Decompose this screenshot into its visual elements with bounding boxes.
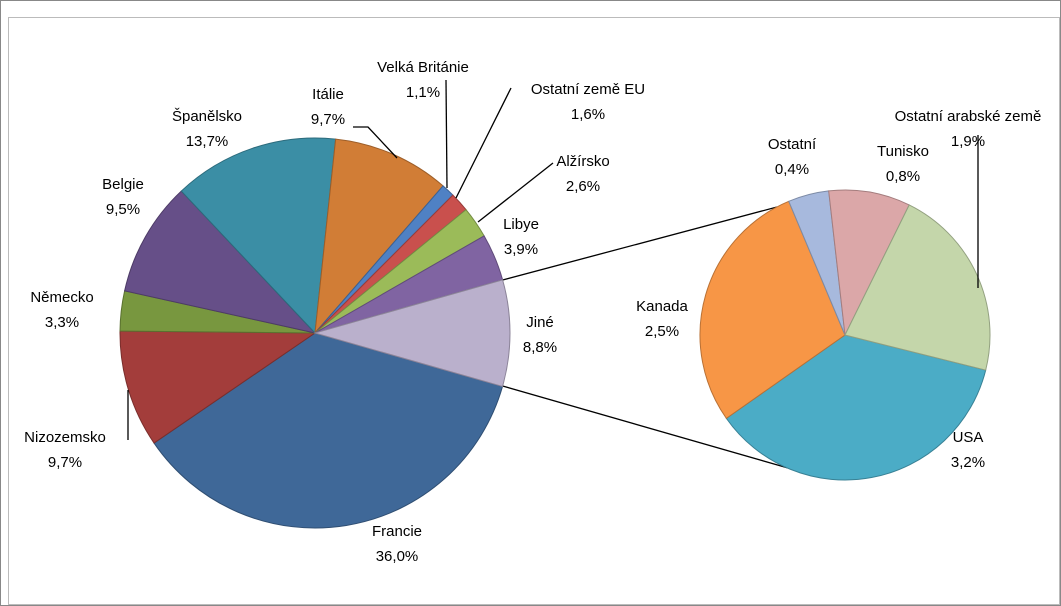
value-label: 3,3%	[45, 314, 79, 331]
leader-line	[477, 162, 554, 223]
category-label: USA	[953, 429, 984, 446]
value-label: 2,5%	[645, 323, 679, 340]
category-label: Ostatní	[768, 136, 817, 153]
leader-line	[353, 126, 398, 159]
pie-slice	[844, 204, 991, 371]
pie-slice	[725, 334, 987, 481]
value-label: 3,2%	[951, 454, 985, 471]
value-label: 36,0%	[376, 548, 419, 565]
value-label: 1,6%	[571, 106, 605, 123]
value-label: 9,5%	[106, 201, 140, 218]
value-label: 9,7%	[48, 454, 82, 471]
category-label: Alžírsko	[556, 153, 609, 170]
connector-line	[502, 385, 789, 469]
leader-line	[445, 79, 448, 189]
pie-slice	[699, 200, 846, 420]
category-label: Libye	[503, 216, 539, 233]
value-label: 0,8%	[886, 168, 920, 185]
pie-slice	[180, 137, 337, 335]
category-label: Německo	[30, 289, 93, 306]
value-label: 9,7%	[311, 111, 345, 128]
category-label: Tunisko	[877, 143, 929, 160]
category-label: Velká Británie	[377, 59, 469, 76]
category-label: Itálie	[312, 86, 344, 103]
connector-line	[502, 206, 778, 281]
pie-slice	[828, 189, 910, 337]
category-label: Španělsko	[172, 108, 242, 125]
leader-line	[455, 87, 512, 199]
value-label: 1,1%	[406, 84, 440, 101]
value-label: 3,9%	[504, 241, 538, 258]
category-label: Belgie	[102, 176, 144, 193]
category-label: Ostatní země EU	[531, 81, 645, 98]
category-label: Jiné	[526, 314, 554, 331]
pie-slice	[124, 190, 317, 334]
value-label: 0,4%	[775, 161, 809, 178]
pie-slice	[313, 279, 511, 388]
value-label: 8,8%	[523, 339, 557, 356]
pie-slice	[153, 332, 504, 529]
category-label: Kanada	[636, 298, 688, 315]
value-label: 2,6%	[566, 178, 600, 195]
category-label: Nizozemsko	[24, 429, 106, 446]
pie-slice	[119, 330, 317, 444]
category-label: Francie	[372, 523, 422, 540]
value-label: 13,7%	[186, 133, 229, 150]
category-label: Ostatní arabské země	[895, 108, 1042, 125]
plot-frame	[8, 17, 1060, 605]
value-label: 1,9%	[951, 133, 985, 150]
